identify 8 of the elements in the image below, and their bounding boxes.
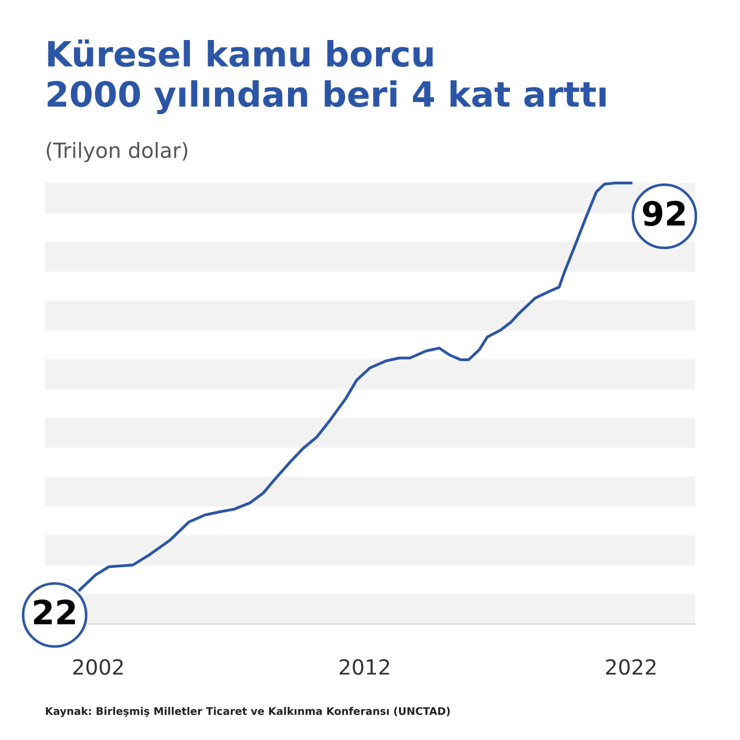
- data-label: 22: [34, 599, 75, 624]
- x-tick-label: 2002: [73, 659, 123, 675]
- data-label: 92: [642, 200, 685, 226]
- x-tick-label: 2012: [340, 659, 390, 675]
- chart-title: Küresel kamu borcu 2000 yılından beri 4 kat arttı: [48, 40, 606, 114]
- chart-subtitle: (Trilyon dolar): [46, 142, 188, 162]
- text: Kaynak: Birleşmiş Milletler Ticaret ve Kalkınma Konferansı (UNCTAD): [46, 706, 450, 718]
- x-tick-label: 2022: [606, 659, 656, 675]
